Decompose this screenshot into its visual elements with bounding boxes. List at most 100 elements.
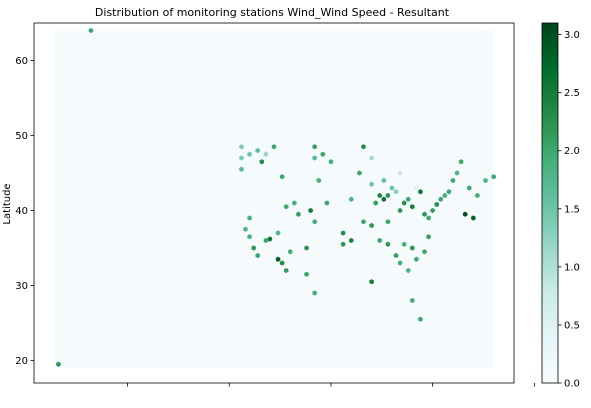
hexbin-cell xyxy=(377,237,383,244)
hexbin-cell xyxy=(373,200,378,206)
hexbin-cell xyxy=(247,151,252,157)
hexbin-cell xyxy=(361,219,366,225)
hexbin-cell xyxy=(369,222,374,229)
hexbin-cell xyxy=(369,181,374,187)
hexbin-cell xyxy=(381,177,387,184)
hexbin-cell xyxy=(312,290,317,296)
hexbin-cell xyxy=(267,236,273,242)
hexbin-cell xyxy=(247,215,252,221)
hexbin-cell xyxy=(410,245,415,251)
y-tick-label: 40 xyxy=(15,206,28,217)
hexbin-cell xyxy=(393,189,399,195)
hexbin-cell xyxy=(414,185,419,191)
colorbar-tick-label: 2.0 xyxy=(564,146,580,157)
hexbin-cell xyxy=(422,249,427,255)
y-axis-label: Latitude xyxy=(2,183,13,224)
hexbin-cell xyxy=(247,234,252,240)
y-tick-label: 60 xyxy=(15,56,28,67)
hexbin-cell xyxy=(389,185,395,191)
hexbin-cell xyxy=(369,155,374,161)
hexbin-cell xyxy=(304,245,309,251)
hexbin-cell xyxy=(438,196,444,202)
hexbin-cell xyxy=(263,237,269,244)
hexbin-cell xyxy=(397,170,403,176)
hexbin-cell xyxy=(414,256,419,262)
hexbin-cell xyxy=(255,252,260,259)
hexbin-cell xyxy=(288,249,293,255)
hexbin-cell xyxy=(442,192,448,199)
hexbin-cell xyxy=(283,267,289,274)
hexbin-cell xyxy=(422,211,427,217)
hexbin-cell xyxy=(385,241,391,247)
hexbin-cell xyxy=(401,200,407,206)
colorbar-tick-label: 1.0 xyxy=(564,262,580,273)
hexbin-cell xyxy=(88,27,94,34)
colorbar: 0.0 0.5 1.0 1.5 2.0 2.5 3.0 xyxy=(541,22,580,390)
hexbin-cell xyxy=(271,144,277,150)
hexbin-cell xyxy=(410,204,415,210)
hexbin-cell xyxy=(263,151,269,157)
hexbin-cell xyxy=(491,174,496,180)
hexbin-cell xyxy=(349,237,354,244)
hexbin-cell xyxy=(275,256,281,262)
hexbin-cell xyxy=(446,189,452,195)
hexbin-cell xyxy=(475,192,480,199)
hexbin-cell xyxy=(279,260,285,266)
hexbin-cell xyxy=(377,192,383,199)
hexbin-cell xyxy=(308,207,313,214)
hexbin-cell xyxy=(418,316,423,322)
hexbin-cell xyxy=(385,219,391,225)
y-tick-label: 30 xyxy=(15,281,28,292)
hexbin-cell xyxy=(349,196,354,202)
hexbin-cell xyxy=(405,196,411,202)
hexbin-cell xyxy=(397,207,403,214)
hexbin-cell xyxy=(471,215,476,221)
hexbin-cell xyxy=(458,159,464,165)
hexbin-cell xyxy=(239,144,244,150)
colorbar-tick-label: 0.5 xyxy=(564,320,580,331)
plot-frame xyxy=(33,22,515,384)
hexbin-cell xyxy=(251,245,256,251)
y-tick-label: 20 xyxy=(15,356,28,367)
plot-area xyxy=(33,22,515,384)
hexbin-cell xyxy=(259,159,265,165)
hexbin-cell xyxy=(312,155,317,161)
hexbin-cell xyxy=(426,215,431,221)
hexbin-cell xyxy=(385,192,391,199)
colorbar-tick-label: 3.0 xyxy=(564,30,580,41)
hexbin-cell xyxy=(340,241,346,247)
hexbin-cell xyxy=(483,177,488,184)
chart-title: Distribution of monitoring stations Wind… xyxy=(95,6,450,19)
hexbin-cell xyxy=(454,170,460,176)
y-tick-label: 50 xyxy=(15,131,28,142)
hexbin-cell xyxy=(462,211,468,217)
y-axis-ticks: 20 30 40 50 60 xyxy=(15,56,34,367)
hexbin-cell xyxy=(304,271,309,277)
hexbin-cell xyxy=(255,147,260,154)
colorbar-tick-label: 1.5 xyxy=(564,204,580,215)
hexbin-cell xyxy=(312,219,317,225)
hexbin-cell xyxy=(426,234,431,240)
hexbin-cell xyxy=(324,200,330,206)
hexbin-cell xyxy=(316,177,321,184)
hexbin-cell xyxy=(296,211,301,217)
hexbin-cell xyxy=(369,279,374,285)
hexbin-cell xyxy=(467,185,472,191)
hexbin-cell xyxy=(430,207,435,214)
colorbar-gradient xyxy=(541,22,559,384)
hexbin-cell xyxy=(239,155,244,161)
hexbin-cell xyxy=(312,144,317,150)
hexbin-cell xyxy=(450,177,456,184)
hexbin-cell xyxy=(393,252,399,259)
hexbin-cell xyxy=(340,230,346,236)
hexbin-cell xyxy=(320,151,326,157)
hexbin-cell xyxy=(56,361,61,367)
hexbin-cell xyxy=(279,174,285,180)
hexbin-cell xyxy=(410,297,415,304)
hexbin-cell xyxy=(381,196,387,202)
background-hex-region xyxy=(54,30,494,368)
hexbin-cell xyxy=(357,170,362,176)
hexbin-cell xyxy=(434,201,439,208)
colorbar-tick-label: 0.0 xyxy=(564,379,580,390)
